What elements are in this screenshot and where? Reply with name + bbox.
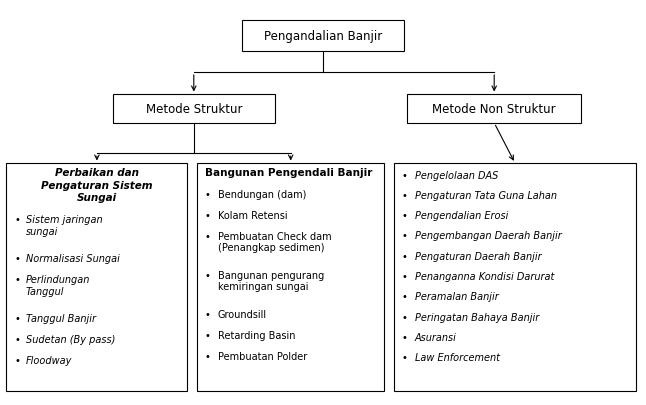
Text: •: • <box>402 271 408 281</box>
Text: Tanggul Banjir: Tanggul Banjir <box>26 313 96 324</box>
Text: •: • <box>14 254 20 264</box>
Text: •: • <box>205 270 211 280</box>
Text: •: • <box>402 251 408 261</box>
Text: •: • <box>402 332 408 342</box>
Text: •: • <box>205 231 211 241</box>
Text: •: • <box>205 309 211 319</box>
Text: Perbaikan dan
Pengaturan Sistem
Sungai: Perbaikan dan Pengaturan Sistem Sungai <box>41 168 152 203</box>
Text: Pengendalian Erosi: Pengendalian Erosi <box>415 211 508 221</box>
Text: Peramalan Banjir: Peramalan Banjir <box>415 292 499 302</box>
Text: Perlindungan
Tanggul: Perlindungan Tanggul <box>26 275 90 296</box>
Text: •: • <box>402 292 408 302</box>
Text: Metode Struktur: Metode Struktur <box>145 103 242 116</box>
Text: Bendungan (dam): Bendungan (dam) <box>218 189 306 199</box>
Text: Peringatan Bahaya Banjir: Peringatan Bahaya Banjir <box>415 312 539 322</box>
FancyBboxPatch shape <box>113 95 275 124</box>
Text: •: • <box>14 313 20 324</box>
Text: •: • <box>205 210 211 220</box>
Text: Pengelolaan DAS: Pengelolaan DAS <box>415 170 498 180</box>
Text: Pengandalian Banjir: Pengandalian Banjir <box>264 30 382 43</box>
Text: •: • <box>402 231 408 241</box>
Text: Retarding Basin: Retarding Basin <box>218 330 295 340</box>
Text: Pembuatan Check dam
(Penangkap sedimen): Pembuatan Check dam (Penangkap sedimen) <box>218 231 331 253</box>
Text: •: • <box>402 170 408 180</box>
Text: Law Enforcement: Law Enforcement <box>415 352 500 362</box>
Text: Normalisasi Sungai: Normalisasi Sungai <box>26 254 120 264</box>
Text: Pengembangan Daerah Banjir: Pengembangan Daerah Banjir <box>415 231 561 241</box>
Text: •: • <box>205 330 211 340</box>
Text: •: • <box>402 312 408 322</box>
Text: Penanganna Kondisi Darurat: Penanganna Kondisi Darurat <box>415 271 554 281</box>
FancyBboxPatch shape <box>6 164 187 391</box>
Text: Bangunan Pengendali Banjir: Bangunan Pengendali Banjir <box>205 168 372 178</box>
Text: Bangunan pengurang
kemiringan sungai: Bangunan pengurang kemiringan sungai <box>218 270 324 292</box>
Text: Sudetan (By pass): Sudetan (By pass) <box>26 335 115 345</box>
Text: •: • <box>402 211 408 221</box>
Text: •: • <box>14 335 20 345</box>
FancyBboxPatch shape <box>394 164 636 391</box>
FancyBboxPatch shape <box>197 164 384 391</box>
Text: Floodway: Floodway <box>26 356 72 366</box>
Text: Sistem jaringan
sungai: Sistem jaringan sungai <box>26 215 103 236</box>
Text: Pembuatan Polder: Pembuatan Polder <box>218 351 307 361</box>
Text: Groundsill: Groundsill <box>218 309 267 319</box>
Text: Kolam Retensi: Kolam Retensi <box>218 210 287 220</box>
FancyBboxPatch shape <box>407 95 581 124</box>
Text: •: • <box>14 356 20 366</box>
FancyBboxPatch shape <box>242 21 404 51</box>
Text: Asuransi: Asuransi <box>415 332 457 342</box>
Text: •: • <box>205 351 211 361</box>
Text: •: • <box>205 189 211 199</box>
Text: •: • <box>402 352 408 362</box>
Text: •: • <box>14 275 20 285</box>
Text: •: • <box>402 190 408 200</box>
Text: •: • <box>14 215 20 225</box>
Text: Metode Non Struktur: Metode Non Struktur <box>432 103 556 116</box>
Text: Pengaturan Tata Guna Lahan: Pengaturan Tata Guna Lahan <box>415 190 557 200</box>
Text: Pengaturan Daerah Banjir: Pengaturan Daerah Banjir <box>415 251 541 261</box>
